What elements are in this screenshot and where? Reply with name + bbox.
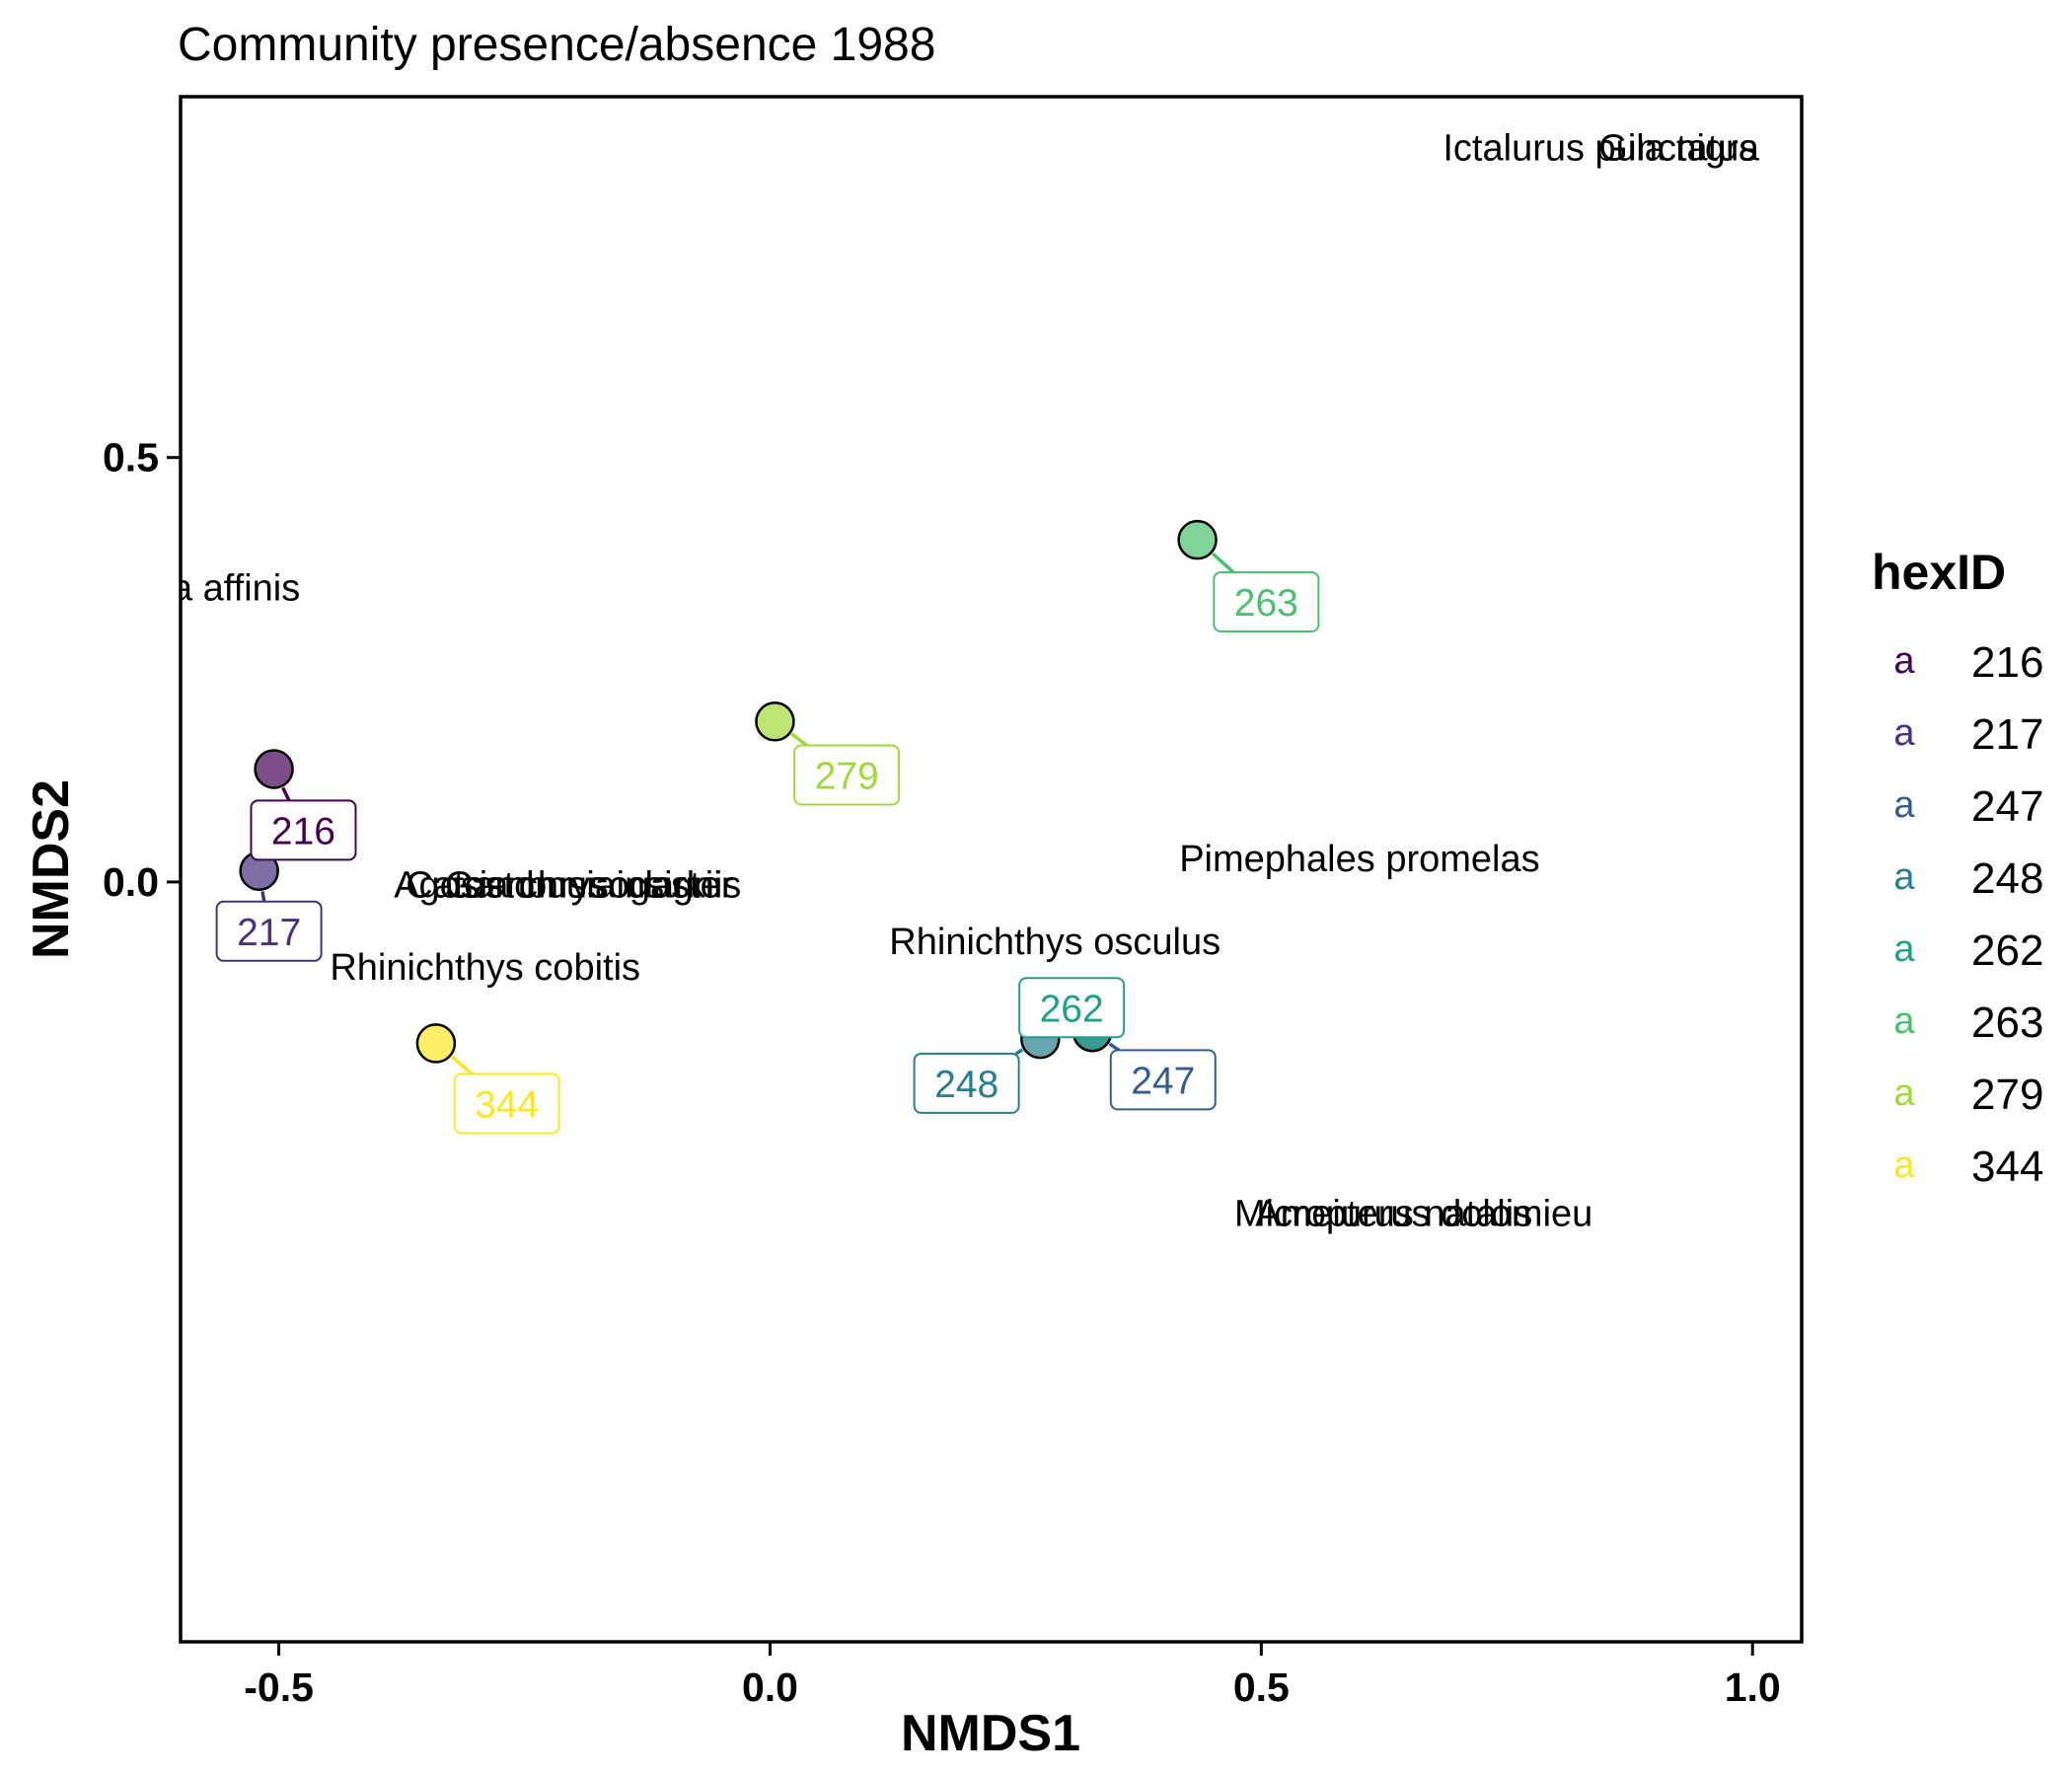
species-label: Ictalurus punctatus [1443, 128, 1757, 170]
legend-key: a [1893, 1073, 1915, 1114]
site-label: 217 [215, 900, 323, 962]
site-label-box [1213, 570, 1320, 632]
site-label-box [1018, 977, 1126, 1039]
legend-item: a 248 [1893, 854, 2043, 903]
site-label-text: 248 [934, 1064, 999, 1106]
label-leaders [260, 552, 1235, 1075]
y-tick-label: 0.5 [103, 435, 159, 481]
site-leader-line [450, 1055, 474, 1075]
site-leader-line [1014, 1048, 1024, 1056]
site-leader-line [281, 786, 291, 802]
species-label: Agosia chrysogaster [394, 864, 734, 906]
x-tick-label: 0.0 [742, 1665, 798, 1710]
site-leader-line [1212, 552, 1235, 574]
species-label: Gambusia clarkii [445, 864, 722, 906]
site-label-text: 217 [237, 912, 301, 954]
site-label: 248 [913, 1052, 1020, 1114]
site-label: 262 [1018, 977, 1126, 1039]
legend-key: a [1893, 1000, 1915, 1042]
legend-item: a 279 [1893, 1071, 2043, 1119]
legend: hexID a 216 a 217 a 247 a 248 a 262 a 263 a 279 a 344 [1872, 545, 2043, 1191]
site-label: 344 [453, 1073, 560, 1135]
site-label-text: 344 [475, 1083, 539, 1126]
site-label: 216 [250, 799, 357, 861]
x-tick-label: 0.5 [1233, 1665, 1290, 1710]
x-tick-label: -0.5 [244, 1665, 314, 1710]
site-label-text: 247 [1131, 1060, 1195, 1102]
site-label-box [215, 900, 323, 962]
legend-item: a 344 [1893, 1143, 2043, 1191]
site-leader-line [260, 891, 266, 903]
legend-key: a [1893, 712, 1915, 754]
site-point [755, 702, 795, 742]
species-label: Gila nigra [1598, 128, 1759, 170]
site-label-box [250, 799, 357, 861]
legend-key: a [1893, 1145, 1915, 1186]
legend-label: 247 [1971, 782, 2043, 831]
plot-border [179, 95, 1804, 1644]
y-axis-title: NMDS2 [23, 779, 80, 959]
species-label: Rhinichthys cobitis [330, 947, 640, 989]
site-label-box [1109, 1049, 1217, 1111]
legend-label: 248 [1971, 854, 2043, 903]
site-point [254, 749, 294, 789]
x-axis: -0.5 0.0 0.5 1.0 [244, 1642, 1781, 1710]
plot-background [181, 97, 1802, 1642]
legend-label: 216 [1971, 638, 2043, 687]
site-point [415, 1023, 457, 1064]
site-leader-line [1108, 1042, 1121, 1052]
legend-item: a 263 [1893, 999, 2043, 1047]
legend-key: a [1893, 784, 1915, 826]
legend-key: a [1893, 856, 1915, 898]
site-point [1177, 519, 1218, 560]
x-tick-label: 1.0 [1725, 1665, 1781, 1710]
legend-item: a 216 [1893, 638, 2043, 687]
site-label: 279 [793, 744, 901, 806]
legend-label: 262 [1971, 926, 2043, 975]
site-label-box [453, 1073, 560, 1135]
site-labels: 216 217 247 248 262 263 279 344 [215, 570, 1320, 1135]
species-label: Micropterus dolomieu [1234, 1193, 1592, 1234]
legend-label: 217 [1971, 710, 2043, 759]
site-label-box [793, 744, 901, 806]
legend-key: a [1893, 928, 1915, 970]
site-label-box [913, 1052, 1020, 1114]
site-label-text: 262 [1040, 988, 1104, 1030]
legend-label: 279 [1971, 1071, 2043, 1119]
species-label: Ameiurus natalis [1255, 1193, 1532, 1234]
y-axis: 0.0 0.5 [103, 435, 181, 905]
site-leader-line [790, 732, 808, 747]
site-label: 247 [1109, 1049, 1217, 1111]
species-label: Pimephales promelas [1179, 839, 1539, 880]
legend-key: a [1893, 640, 1915, 682]
x-axis-title: NMDS1 [901, 1705, 1080, 1762]
legend-label: 344 [1971, 1143, 2043, 1191]
legend-label: 263 [1971, 999, 2043, 1047]
site-label-text: 216 [271, 810, 335, 852]
y-tick-label: 0.0 [103, 859, 159, 905]
species-label: Rhinichthys osculus [889, 922, 1221, 963]
legend-item: a 247 [1893, 782, 2043, 831]
species-label: Catostomus insignis [406, 864, 741, 906]
site-label: 263 [1213, 570, 1320, 632]
species-label: Gambusia affinis [22, 567, 300, 609]
legend-title: hexID [1872, 545, 2006, 600]
chart-title: Community presence/absence 1988 [178, 19, 935, 71]
legend-item: a 217 [1893, 710, 2043, 759]
legend-item: a 262 [1893, 926, 2043, 975]
legend-items: a 216 a 217 a 247 a 248 a 262 a 263 a 279 a 344 [1893, 638, 2043, 1191]
site-label-text: 279 [815, 755, 879, 797]
site-label-text: 263 [1234, 582, 1298, 625]
